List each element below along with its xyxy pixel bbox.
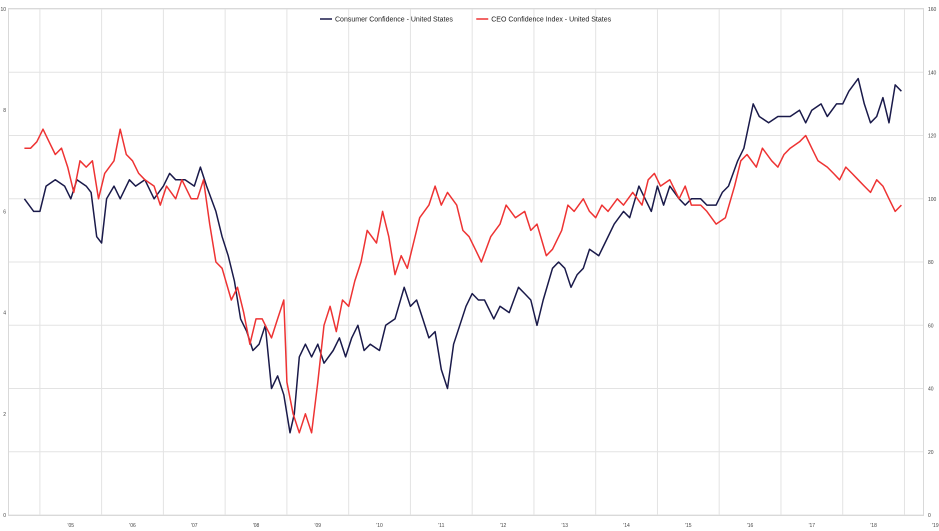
y-right-tick-label: 120 [928,134,937,140]
x-tick-label: '06 [129,523,136,529]
legend-label: CEO Confidence Index - United States [491,17,611,24]
y-right-tick-label: 140 [928,70,937,76]
series-line-2 [24,128,902,434]
y-left-tick-label: 10 [0,7,6,13]
y-right-tick-label: 80 [928,260,934,266]
y-right-tick-label: 60 [928,323,934,329]
y-right-tick-label: 160 [928,7,937,13]
x-tick-label: '12 [500,523,507,529]
x-tick-label: '17 [809,523,816,529]
x-tick-label: '18 [870,523,877,529]
series-line-1 [23,77,902,434]
x-tick-label: '14 [623,523,630,529]
x-tick-label: '08 [253,523,260,529]
legend-label: Consumer Confidence - United States [335,17,453,24]
tick-labels: '05 '06 '07 '08 '09 '10 '11 '12 '13 '14 '15 '16 '17 '… [0,7,938,529]
gridlines [9,8,923,516]
x-tick-label: '19 [932,523,939,529]
y-right-tick-label: 20 [928,450,934,456]
x-tick-label: '11 [438,523,444,529]
series-lines [23,77,902,434]
y-right-tick-label: 40 [928,387,934,393]
y-left-tick-label: 6 [3,209,6,215]
x-tick-label: '13 [562,523,569,529]
y-left-tick-label: 0 [3,513,6,519]
x-tick-label: '07 [191,523,198,529]
y-left-tick-label: 8 [3,108,6,114]
y-left-tick-label: 2 [3,412,6,418]
y-right-tick-label: 0 [928,513,931,519]
x-tick-label: '16 [747,523,754,529]
plot-frame [8,8,924,516]
x-tick-label: '05 [67,523,74,529]
y-left-tick-label: 4 [3,311,6,317]
y-right-tick-label: 100 [928,197,937,203]
legend: Consumer Confidence - United States CEO C… [320,17,612,24]
x-tick-label: '15 [685,523,692,529]
x-tick-label: '09 [315,523,322,529]
x-tick-label: '10 [376,523,383,529]
